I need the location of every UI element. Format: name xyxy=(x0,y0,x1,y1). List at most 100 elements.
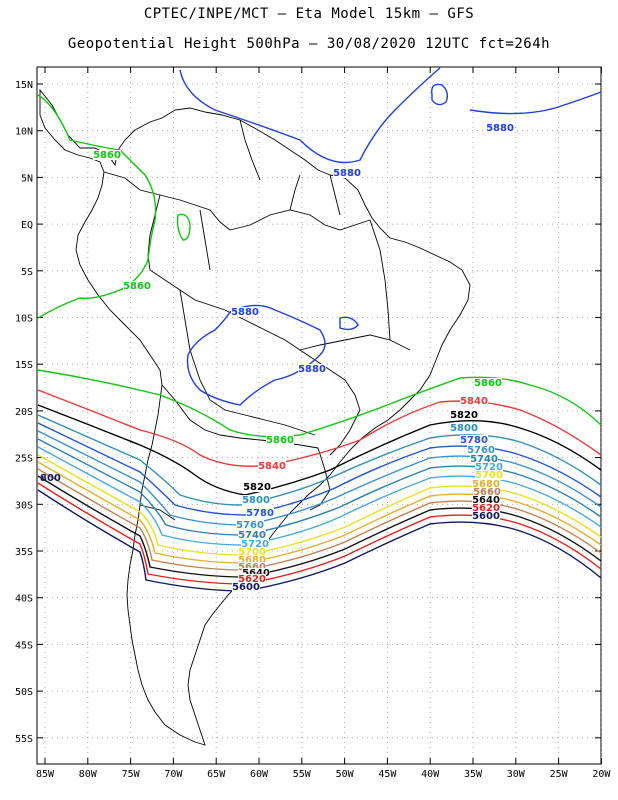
contour-label-5800-s: 5800 xyxy=(242,495,270,506)
lat-label: 15S xyxy=(15,360,33,371)
contour-label-5880-n: 5880 xyxy=(333,168,361,179)
contour-label-5620-e: 5620 xyxy=(472,503,500,514)
contour-label-5700-e: 5700 xyxy=(475,470,503,481)
contour-label-bg xyxy=(258,461,286,471)
contour-label-5680-e: 5680 xyxy=(472,479,500,490)
contour-5800 xyxy=(37,414,602,506)
contour-label-bg xyxy=(467,445,495,455)
contour-label-bg xyxy=(472,503,500,513)
contour-label-bg xyxy=(486,123,514,133)
lat-label: 15N xyxy=(15,80,33,91)
contour-label-bg xyxy=(242,495,270,505)
contour-label-5860-s: 5860 xyxy=(266,435,294,446)
contour-label-bg xyxy=(472,495,500,505)
contour-label-bg xyxy=(472,511,500,521)
contour-label-bg xyxy=(123,281,151,291)
contour-label-bg xyxy=(93,150,121,160)
lat-label: 10N xyxy=(15,127,33,138)
contour-label-5860-nw: 5860 xyxy=(93,150,121,161)
contour-label-bg xyxy=(238,574,266,584)
lat-label: 5N xyxy=(21,173,33,184)
contour-label-bg xyxy=(232,582,260,592)
contour-label-5620-s: 5620 xyxy=(238,574,266,585)
contour-label-bg xyxy=(472,479,500,489)
contour-label-5860-e: 5860 xyxy=(474,378,502,389)
lat-label: EQ xyxy=(21,220,33,231)
contour-label-5760-e: 5760 xyxy=(467,445,495,456)
lat-label: 35S xyxy=(15,547,33,558)
contour-5680 xyxy=(37,461,602,564)
contour-lines: 5880 5880 5880 5880 5860 5860 5860 5860 5840 5840… xyxy=(37,67,602,593)
lon-label: 60W xyxy=(250,769,269,780)
contour-5600 xyxy=(37,489,602,592)
contour-label-bg xyxy=(242,568,270,578)
contour-label-5760-s: 5760 xyxy=(236,520,264,531)
contour-label-bg xyxy=(450,410,478,420)
contour-label-bg xyxy=(236,520,264,530)
contour-label-5600-s: 5600 xyxy=(232,582,260,593)
contour-label-5800-e: 5800 xyxy=(450,423,478,434)
contour-label-5780-s: 5780 xyxy=(246,508,274,519)
contour-label-5720-e: 5720 xyxy=(475,462,503,473)
contour-label-bg xyxy=(333,168,361,178)
contour-label-bg xyxy=(238,547,266,557)
contour-label-bg xyxy=(241,539,269,549)
contour-label-bg xyxy=(298,364,326,374)
contour-label-5780-e: 5780 xyxy=(460,435,488,446)
contour-label-5820-e: 5820 xyxy=(450,410,478,421)
lat-label: 50S xyxy=(15,687,33,698)
contour-label-5720-s: 5720 xyxy=(241,539,269,550)
contour-label-bg xyxy=(460,435,488,445)
contour-label-5660-s: 5660 xyxy=(238,562,266,573)
lat-label: 5S xyxy=(21,267,33,278)
contour-label-5860-w: 5860 xyxy=(123,281,151,292)
contour-label-5840-e: 5840 xyxy=(460,396,488,407)
lon-label: 30W xyxy=(507,769,526,780)
lat-label: 25S xyxy=(15,454,33,465)
lat-label: 40S xyxy=(15,594,33,605)
contour-5840 xyxy=(37,389,602,467)
contour-label-bg xyxy=(474,378,502,388)
contour-label-5880-ne: 5880 xyxy=(486,123,514,134)
contour-label-bg xyxy=(231,307,259,317)
contour-label-5880-int2: 5880 xyxy=(298,364,326,375)
contour-5720 xyxy=(37,446,602,546)
lon-label: 50W xyxy=(336,769,355,780)
contour-label-5680-s: 5680 xyxy=(238,555,266,566)
contour-label-5640-s: 5640 xyxy=(242,568,270,579)
contour-label-800-w: 800 xyxy=(40,473,61,484)
contour-5880-blob xyxy=(431,83,449,106)
contour-label-bg xyxy=(450,423,478,433)
contour-5880-north xyxy=(179,67,441,164)
contour-5880-ne xyxy=(469,91,602,115)
contour-label-bg xyxy=(475,462,503,472)
title-line-1: CPTEC/INPE/MCT – Eta Model 15km – GFS xyxy=(143,6,475,22)
contour-label-5740-s: 5740 xyxy=(238,530,266,541)
contour-label-bg xyxy=(470,454,498,464)
contour-5620 xyxy=(37,482,602,585)
contour-5760 xyxy=(37,430,602,526)
lon-label: 75W xyxy=(122,769,141,780)
contour-label-5880-int: 5880 xyxy=(231,307,259,318)
title-line-2: Geopotential Height 500hPa – 30/08/2020 … xyxy=(67,36,551,52)
contour-5660 xyxy=(37,468,602,571)
contour-label-bg xyxy=(246,508,274,518)
lon-label: 35W xyxy=(464,769,483,780)
lat-label: 10S xyxy=(15,314,33,325)
contour-5880-interior xyxy=(186,304,326,406)
longitude-labels: 85W 80W 75W 70W 65W 60W 55W 50W 45W 40W 35W 30W 25W 2… xyxy=(36,769,611,780)
contour-label-bg xyxy=(243,482,271,492)
lon-label: 65W xyxy=(207,769,226,780)
contour-label-bg xyxy=(238,562,266,572)
lon-label: 55W xyxy=(293,769,312,780)
lon-label: 45W xyxy=(378,769,397,780)
lon-label: 20W xyxy=(592,769,611,780)
contour-label-bg xyxy=(238,555,266,565)
contour-5860-north xyxy=(37,94,157,319)
contour-label-bg xyxy=(460,396,488,406)
contour-label-bg xyxy=(238,530,266,540)
lat-label: 20S xyxy=(15,407,33,418)
contour-5700 xyxy=(37,454,602,556)
contour-label-5840-s: 5840 xyxy=(258,461,286,472)
